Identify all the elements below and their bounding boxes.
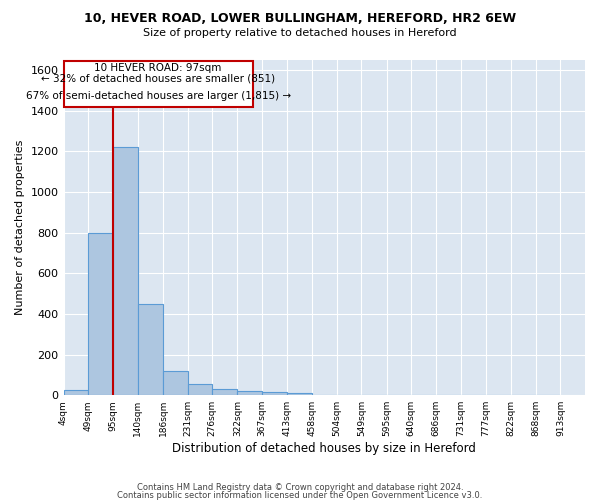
Bar — [163, 371, 188, 395]
Bar — [64, 390, 88, 395]
Text: Contains public sector information licensed under the Open Government Licence v3: Contains public sector information licen… — [118, 492, 482, 500]
Bar — [212, 389, 238, 395]
Bar — [138, 304, 163, 395]
Y-axis label: Number of detached properties: Number of detached properties — [15, 140, 25, 316]
Bar — [188, 384, 212, 395]
Text: 10 HEVER ROAD: 97sqm: 10 HEVER ROAD: 97sqm — [94, 63, 222, 73]
Text: 67% of semi-detached houses are larger (1,815) →: 67% of semi-detached houses are larger (… — [26, 90, 290, 101]
Bar — [64, 61, 253, 106]
Text: ← 32% of detached houses are smaller (851): ← 32% of detached houses are smaller (85… — [41, 74, 275, 84]
Bar — [287, 393, 311, 395]
Bar — [238, 391, 262, 395]
Text: Contains HM Land Registry data © Crown copyright and database right 2024.: Contains HM Land Registry data © Crown c… — [137, 483, 463, 492]
Text: Size of property relative to detached houses in Hereford: Size of property relative to detached ho… — [143, 28, 457, 38]
Bar — [88, 232, 113, 395]
Bar — [113, 148, 138, 395]
Bar — [262, 392, 287, 395]
Text: 10, HEVER ROAD, LOWER BULLINGHAM, HEREFORD, HR2 6EW: 10, HEVER ROAD, LOWER BULLINGHAM, HEREFO… — [84, 12, 516, 26]
X-axis label: Distribution of detached houses by size in Hereford: Distribution of detached houses by size … — [172, 442, 476, 455]
